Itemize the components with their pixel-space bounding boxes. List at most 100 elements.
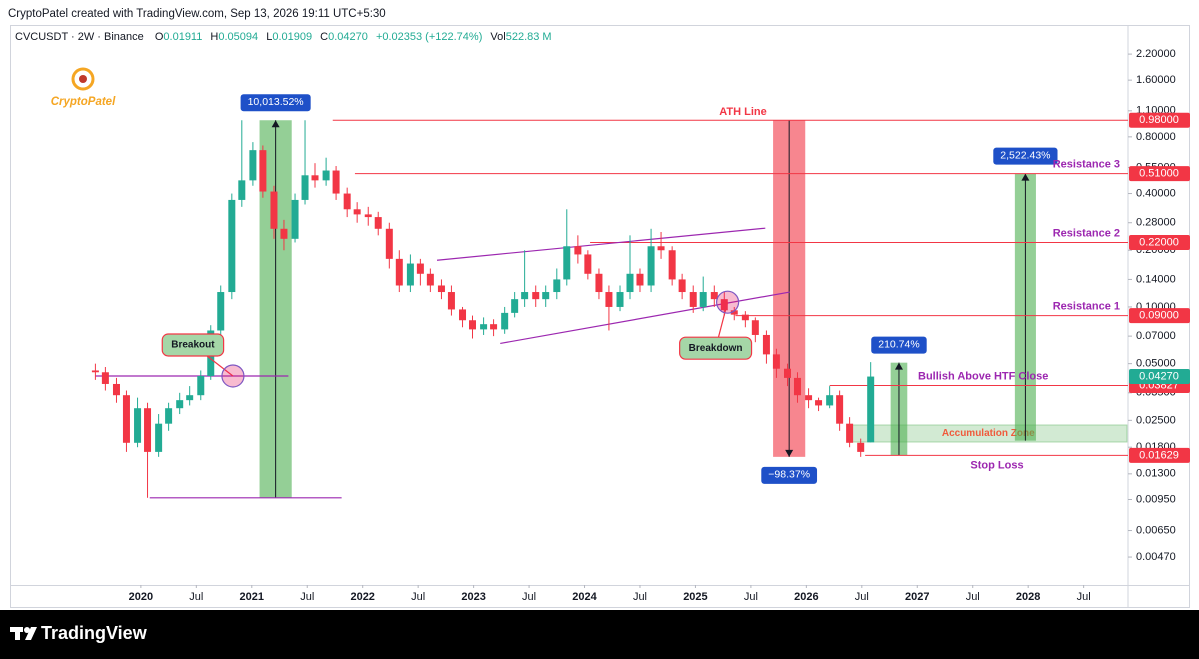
candle-body: [826, 395, 834, 406]
level-label: ATH Line: [719, 106, 766, 118]
legend: CVCUSDT · 2W · Binance O0.01911 H0.05094…: [15, 31, 552, 43]
x-tick-label: Jul: [522, 591, 536, 603]
candle-body: [511, 299, 519, 313]
candle-body: [311, 175, 319, 181]
arrow-head: [271, 120, 280, 128]
logo-icon: [71, 67, 95, 91]
low-value: 0.01909: [272, 31, 312, 43]
candle-body: [385, 228, 393, 259]
candle-body: [805, 395, 813, 401]
candle-body: [364, 214, 372, 218]
callout-label: Breakout: [171, 340, 215, 351]
volume-label: Vol: [490, 31, 505, 43]
candle-body: [846, 423, 854, 443]
candle-body: [574, 246, 582, 255]
x-tick-label: 2022: [350, 591, 374, 603]
y-tick-label: 2.20000: [1136, 48, 1176, 60]
candle-body: [626, 273, 634, 293]
candle-body: [332, 170, 340, 194]
candle-body: [249, 150, 257, 181]
candle-body: [343, 193, 351, 210]
y-tick-label: 0.28000: [1136, 217, 1176, 229]
candle-body: [134, 408, 142, 443]
candle-body: [521, 292, 529, 300]
candle-body: [91, 370, 99, 373]
candle-body: [595, 273, 603, 293]
x-tick-label: Jul: [966, 591, 980, 603]
candle-body: [762, 334, 770, 355]
candle-body: [553, 279, 561, 293]
measure-label-box: [761, 466, 818, 484]
candle-body: [406, 263, 414, 286]
logo: CryptoPatel: [51, 67, 116, 108]
close-value: 0.04270: [328, 31, 368, 43]
candle-body: [447, 292, 455, 310]
x-tick-label: Jul: [189, 591, 203, 603]
candle-body: [197, 375, 205, 396]
last-price-tag-box: [1129, 369, 1190, 385]
high-label: H: [210, 31, 218, 43]
candle-body: [699, 292, 707, 307]
x-tick-label: 2026: [794, 591, 818, 603]
candle-body: [857, 442, 865, 452]
candle-body: [532, 292, 540, 300]
level-tag-box: [1129, 447, 1190, 463]
candle-body: [322, 170, 330, 181]
logo-dot: [79, 75, 87, 83]
x-tick-label: 2021: [240, 591, 264, 603]
candle-body: [490, 324, 498, 330]
candle-body: [280, 228, 288, 239]
measure-label-group: 10,013.52%: [240, 94, 311, 112]
symbol: CVCUSDT · 2W · Binance: [15, 31, 144, 43]
close-label: C: [320, 31, 328, 43]
x-tick-label: Jul: [744, 591, 758, 603]
candle-body: [459, 309, 467, 321]
footer: [0, 610, 1199, 659]
callout-marker: [716, 290, 740, 314]
attribution: CryptoPatel created with TradingView.com…: [8, 8, 386, 20]
footer-logo: [10, 627, 37, 640]
measure-label-group: −98.37%: [761, 466, 818, 484]
candle-body: [815, 400, 823, 406]
open-value: 0.01911: [163, 31, 202, 43]
candle-body: [259, 150, 267, 192]
candle-body: [270, 191, 278, 229]
level-label: Resistance 3: [1053, 159, 1120, 171]
candle-body: [122, 395, 130, 443]
callout-box: [161, 333, 225, 357]
level-tag: 0.01629: [1139, 449, 1179, 461]
candle-body: [605, 292, 613, 307]
candle-body: [374, 217, 382, 229]
candle-body: [426, 273, 434, 286]
change: +0.02353 (+122.74%): [376, 31, 482, 43]
candle-body: [176, 400, 184, 409]
candle-body: [563, 246, 571, 280]
measure-label-group: 210.74%: [871, 336, 927, 354]
candle-body: [616, 292, 624, 307]
level-tag: 0.22000: [1139, 236, 1179, 248]
level-tag-box: [1129, 166, 1190, 182]
x-tick-label: Jul: [1077, 591, 1091, 603]
y-tick-label: 0.00950: [1136, 493, 1176, 505]
measure-label: 2,522.43%: [1000, 149, 1050, 161]
y-tick-label: 1.60000: [1136, 74, 1176, 86]
callout-label: Breakdown: [689, 343, 743, 354]
measure-label: 10,013.52%: [248, 96, 304, 108]
candle-body: [238, 180, 246, 200]
y-tick-label: 0.14000: [1136, 273, 1176, 285]
candle-body: [678, 279, 686, 293]
candle-body: [668, 250, 676, 280]
x-tick-label: 2025: [683, 591, 707, 603]
open-label: O: [155, 31, 164, 43]
candle-body: [720, 299, 728, 311]
high-value: 0.05094: [218, 31, 258, 43]
candle-body: [783, 368, 791, 378]
candle-body: [772, 354, 780, 369]
candle-body: [501, 312, 509, 330]
x-tick-label: 2024: [572, 591, 597, 603]
candle-body: [291, 199, 299, 239]
x-tick-label: 2027: [905, 591, 929, 603]
candle-body: [217, 292, 225, 331]
candle-body: [836, 395, 844, 424]
